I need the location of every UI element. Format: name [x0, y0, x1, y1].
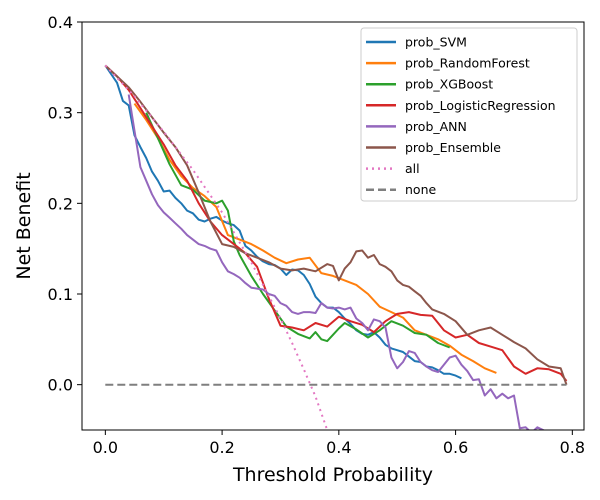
- legend-label-prob_LogisticRegression: prob_LogisticRegression: [405, 98, 556, 113]
- legend-label-prob_SVM: prob_SVM: [405, 35, 467, 50]
- legend-label-prob_ANN: prob_ANN: [405, 119, 467, 134]
- series-line-prob_XGBoost: [145, 112, 451, 349]
- x-tick-label: 0.2: [209, 438, 234, 457]
- y-tick-label: 0.4: [48, 13, 73, 32]
- series-line-prob_RandomForest: [133, 103, 497, 374]
- y-tick-label: 0.0: [48, 376, 73, 395]
- tick-layer: 0.0 0.2 0.4 0.6 0.8 0.0 0.1 0.2 0.3 0.4: [48, 13, 586, 457]
- legend: prob_SVM prob_RandomForest prob_XGBoostpro…: [360, 27, 578, 202]
- series-line-prob_ANN: [127, 94, 546, 430]
- series-line-prob_SVM: [104, 64, 462, 380]
- series-layer: [104, 64, 568, 430]
- x-axis-label: Threshold Probability: [232, 464, 433, 486]
- y-axis-label: Net Benefit: [13, 172, 35, 279]
- x-tick-label: 0.6: [443, 438, 468, 457]
- legend-label-prob_XGBoost: prob_XGBoost: [405, 77, 493, 92]
- y-tick-label: 0.3: [48, 104, 73, 123]
- y-tick-label: 0.2: [48, 194, 73, 213]
- x-tick-label: 0.0: [93, 438, 118, 457]
- x-tick-label: 0.4: [326, 438, 351, 457]
- legend-label-prob_Ensemble: prob_Ensemble: [405, 140, 501, 155]
- legend-label-none: none: [405, 182, 436, 197]
- series-line-all: [104, 64, 329, 430]
- series-line-prob_Ensemble: [104, 64, 568, 386]
- legend-frame: [360, 27, 578, 202]
- legend-label-all: all: [405, 161, 420, 176]
- legend-label-prob_RandomForest: prob_RandomForest: [405, 56, 530, 71]
- series-line-prob_LogisticRegression: [104, 64, 568, 382]
- x-tick-label: 0.8: [560, 438, 585, 457]
- y-tick-label: 0.1: [48, 285, 73, 304]
- plot-frame: [81, 21, 585, 431]
